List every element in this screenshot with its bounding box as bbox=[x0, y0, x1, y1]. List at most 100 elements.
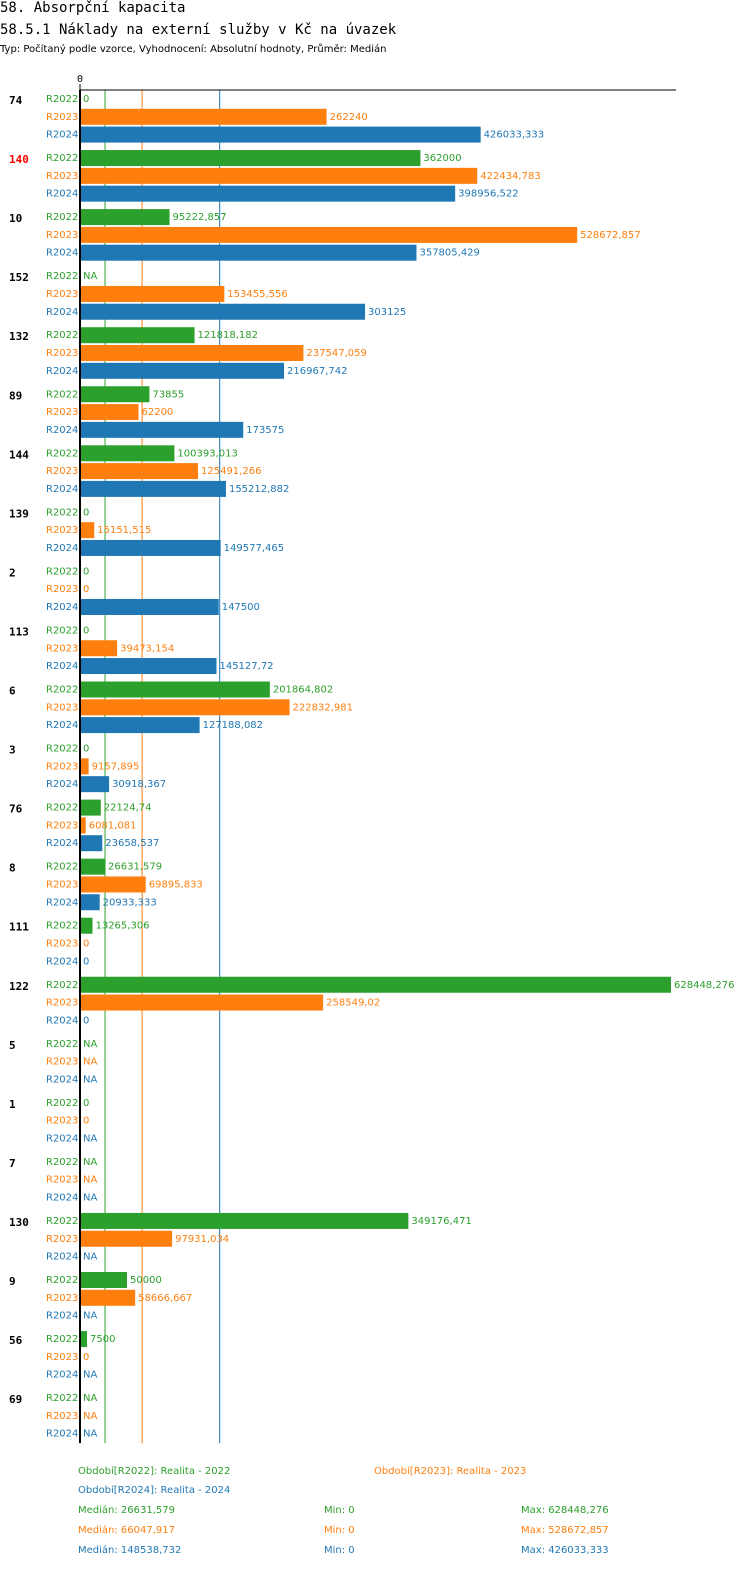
group-label: 140 bbox=[9, 153, 29, 166]
series-label: R2024 bbox=[46, 1252, 78, 1263]
group-label: 8 bbox=[9, 862, 16, 875]
group-label: 7 bbox=[9, 1157, 16, 1170]
series-label: R2024 bbox=[46, 1015, 78, 1026]
data-label: 628448,276 bbox=[674, 980, 734, 991]
bar bbox=[80, 599, 219, 615]
bar bbox=[80, 421, 244, 438]
group-label: 132 bbox=[9, 330, 29, 343]
data-label: 7500 bbox=[90, 1334, 115, 1345]
chart-title: 58.5.1 Náklady na externí služby v Kč na… bbox=[0, 22, 397, 38]
group-label: 113 bbox=[9, 625, 29, 638]
series-label: R2024 bbox=[46, 248, 78, 259]
data-label: 0 bbox=[83, 1116, 89, 1127]
series-label: R2024 bbox=[46, 189, 78, 200]
series-label: R2022 bbox=[46, 212, 78, 223]
series-label: R2022 bbox=[46, 921, 78, 932]
data-label: 97931,034 bbox=[175, 1234, 229, 1245]
bar bbox=[80, 1272, 128, 1288]
series-label: R2022 bbox=[46, 330, 78, 341]
bar bbox=[80, 345, 304, 361]
data-label: NA bbox=[83, 1133, 97, 1144]
data-label: 121818,182 bbox=[198, 330, 258, 341]
data-label: 62200 bbox=[141, 407, 173, 418]
section-title: 58. Absorpční kapacita bbox=[0, 0, 186, 16]
group-label: 3 bbox=[9, 744, 16, 757]
group-label: 139 bbox=[9, 507, 29, 520]
data-label: 0 bbox=[83, 584, 89, 595]
data-label: 153455,556 bbox=[227, 289, 287, 300]
series-label: R2024 bbox=[46, 307, 78, 318]
bar bbox=[80, 108, 327, 125]
series-label: R2024 bbox=[46, 1133, 78, 1144]
data-label: 0 bbox=[83, 1352, 89, 1363]
bar bbox=[80, 539, 221, 556]
bar bbox=[80, 894, 100, 911]
data-label: 362000 bbox=[423, 153, 461, 164]
series-label: R2023 bbox=[46, 1352, 78, 1363]
data-label: 426033,333 bbox=[484, 130, 544, 141]
series-label: R2022 bbox=[46, 1039, 78, 1050]
series-label: R2023 bbox=[46, 1175, 78, 1186]
bar bbox=[80, 362, 285, 379]
series-label: R2022 bbox=[46, 448, 78, 459]
bar bbox=[80, 1331, 88, 1348]
data-label: NA bbox=[83, 1411, 97, 1422]
group-label: 122 bbox=[9, 980, 29, 993]
data-label: 258549,02 bbox=[326, 998, 380, 1009]
data-label: 9157,895 bbox=[92, 761, 140, 772]
group-label: 10 bbox=[9, 212, 22, 225]
stat-max-r2022: Max: 628448,276 bbox=[521, 1505, 609, 1516]
data-label: NA bbox=[83, 1370, 97, 1381]
data-label: 22124,74 bbox=[104, 803, 152, 814]
series-label: R2022 bbox=[46, 1157, 78, 1168]
series-label: R2023 bbox=[46, 998, 78, 1009]
stat-max-r2024: Max: 426033,333 bbox=[521, 1545, 609, 1556]
data-label: 349176,471 bbox=[411, 1216, 471, 1227]
x-tick-label: 0 bbox=[77, 74, 83, 85]
data-label: 23658,537 bbox=[105, 838, 159, 849]
data-label: NA bbox=[83, 271, 97, 282]
data-label: 422434,783 bbox=[480, 171, 540, 182]
stat-median-r2023: Medián: 66047,917 bbox=[78, 1525, 175, 1536]
bar bbox=[80, 1212, 409, 1229]
series-label: R2022 bbox=[46, 980, 78, 991]
series-label: R2024 bbox=[46, 425, 78, 436]
bar bbox=[80, 758, 89, 775]
bar bbox=[80, 480, 226, 497]
series-label: R2022 bbox=[46, 566, 78, 577]
data-label: 303125 bbox=[368, 307, 406, 318]
data-label: 95222,857 bbox=[173, 212, 227, 223]
bar bbox=[80, 327, 195, 344]
data-label: 26631,579 bbox=[108, 862, 162, 873]
data-label: 20933,333 bbox=[103, 897, 157, 908]
data-label: 528672,857 bbox=[580, 230, 640, 241]
series-label: R2023 bbox=[46, 171, 78, 182]
series-label: R2024 bbox=[46, 602, 78, 613]
series-label: R2023 bbox=[46, 584, 78, 595]
series-label: R2024 bbox=[46, 1074, 78, 1085]
series-label: R2024 bbox=[46, 956, 78, 967]
series-label: R2022 bbox=[46, 1216, 78, 1227]
bar bbox=[80, 1230, 173, 1247]
series-label: R2022 bbox=[46, 389, 78, 400]
data-label: NA bbox=[83, 1057, 97, 1068]
data-label: 201864,802 bbox=[273, 685, 333, 696]
series-label: R2024 bbox=[46, 130, 78, 141]
group-label: 1 bbox=[9, 1098, 16, 1111]
bar bbox=[80, 150, 421, 167]
series-label: R2023 bbox=[46, 525, 78, 536]
series-label: R2024 bbox=[46, 1311, 78, 1322]
bar bbox=[80, 799, 101, 816]
data-label: 0 bbox=[83, 1098, 89, 1109]
data-label: 0 bbox=[83, 744, 89, 755]
data-label: NA bbox=[83, 1175, 97, 1186]
bar bbox=[80, 167, 478, 184]
data-label: 0 bbox=[83, 956, 89, 967]
data-label: 222832,981 bbox=[293, 702, 353, 713]
bar bbox=[80, 876, 146, 893]
bar bbox=[80, 303, 366, 320]
data-label: 6081,081 bbox=[89, 820, 137, 831]
series-label: R2024 bbox=[46, 366, 78, 377]
stat-median-r2022: Medián: 26631,579 bbox=[78, 1505, 175, 1516]
bar bbox=[80, 445, 175, 462]
